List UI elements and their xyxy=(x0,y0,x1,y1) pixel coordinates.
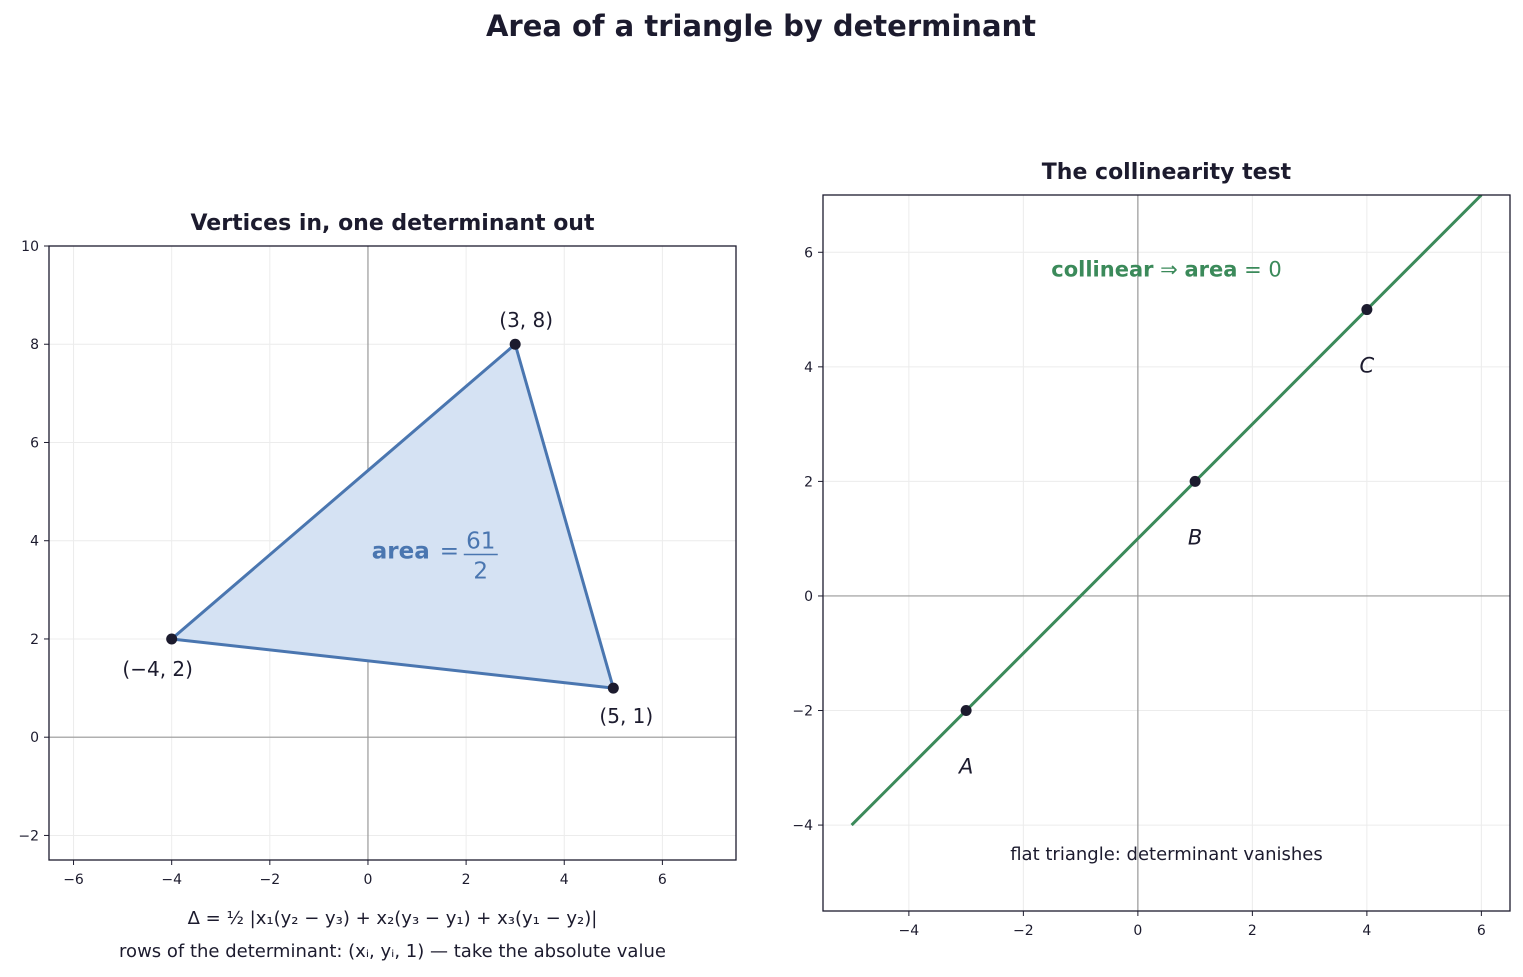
p2-y-tick-label: −4 xyxy=(792,818,813,834)
p2-x-tick-label: 4 xyxy=(1362,923,1371,939)
p1-y-tick-label: 10 xyxy=(21,239,39,255)
implies-arrow: ⇒ xyxy=(1153,257,1184,281)
area-formula: Δ = ½ |x₁(y₂ − y₃) + x₂(y₃ − y₁) + x₃(y₁… xyxy=(187,908,598,929)
area-annotation-numerator: 61 xyxy=(466,529,495,555)
p1-y-tick-label: 8 xyxy=(30,337,39,353)
p1-y-tick-label: 6 xyxy=(30,435,39,451)
p2-axes-frame xyxy=(822,194,1511,912)
collinear-point-label: B xyxy=(1188,525,1202,549)
collinear-point-label: A xyxy=(957,755,973,779)
area-word: area xyxy=(1184,257,1237,281)
collinearity-panel: −4 −2 0 2 4 6 −4 −2 0 2 4 6 The collinearity test A B C… xyxy=(792,160,1511,939)
vertex-point xyxy=(509,338,521,350)
p1-x-tick-label: 0 xyxy=(364,872,373,888)
collinear-point xyxy=(960,705,972,717)
collinear-point xyxy=(1361,304,1373,316)
p1-y-tick-label: 2 xyxy=(30,632,39,648)
vertex-point xyxy=(166,633,178,645)
p2-x-tick-label: 2 xyxy=(1248,923,1257,939)
p1-axes-frame xyxy=(48,245,737,861)
area-annotation-equals: = xyxy=(440,539,459,565)
vertex-label: (3, 8) xyxy=(499,308,553,332)
vertex-point xyxy=(607,682,619,694)
p2-y-tick-label: 6 xyxy=(804,245,813,261)
p2-x-tick-label: 6 xyxy=(1477,923,1486,939)
p2-x-tick-label: −4 xyxy=(899,923,920,939)
p1-x-tick-label: −4 xyxy=(161,872,182,888)
p1-x-tick-label: 2 xyxy=(462,872,471,888)
determinant-rows-note: rows of the determinant: (xᵢ, yᵢ, 1) — t… xyxy=(119,941,666,962)
p1-y-tick-label: 4 xyxy=(30,534,39,550)
area-annotation-label: area xyxy=(372,539,430,565)
p2-x-tick-label: −2 xyxy=(1013,923,1034,939)
vertex-label: (−4, 2) xyxy=(122,657,193,681)
p2-y-tick-label: 4 xyxy=(804,360,813,376)
p1-y-tick-label: −2 xyxy=(18,828,39,844)
p2-y-tick-label: −2 xyxy=(792,704,813,720)
collinear-word: collinear xyxy=(1051,257,1154,281)
equals-zero: = 0 xyxy=(1237,257,1281,281)
p1-x-tick-label: −2 xyxy=(260,872,281,888)
p2-grid xyxy=(823,195,1510,911)
p1-x-tick-label: 4 xyxy=(560,872,569,888)
p1-x-tick-label: −6 xyxy=(63,872,84,888)
p2-title: The collinearity test xyxy=(1042,160,1292,185)
p2-y-tick-label: 2 xyxy=(804,474,813,490)
p1-title: Vertices in, one determinant out xyxy=(190,211,594,236)
p1-x-tick-label: 6 xyxy=(658,872,667,888)
area-annotation-denominator: 2 xyxy=(473,559,488,585)
collinear-line xyxy=(850,195,1483,827)
p1-y-tick-label: 0 xyxy=(30,730,39,746)
p2-x-tick-label: 0 xyxy=(1133,923,1142,939)
collinear-annotation: collinear ⇒ area = 0 xyxy=(1051,257,1281,281)
vertex-label: (5, 1) xyxy=(599,704,653,728)
p2-y-tick-label: 0 xyxy=(804,589,813,605)
collinear-note: flat triangle: determinant vanishes xyxy=(1010,844,1323,865)
collinear-point-label: C xyxy=(1360,354,1375,378)
triangle-polygon xyxy=(170,342,615,690)
triangle-area-panel: −6 −4 −2 0 2 4 6 −2 0 2 4 6 8 10 Vertices in, one dete… xyxy=(18,211,737,888)
figure-title: Area of a triangle by determinant xyxy=(486,9,1036,43)
collinear-point xyxy=(1189,475,1201,487)
